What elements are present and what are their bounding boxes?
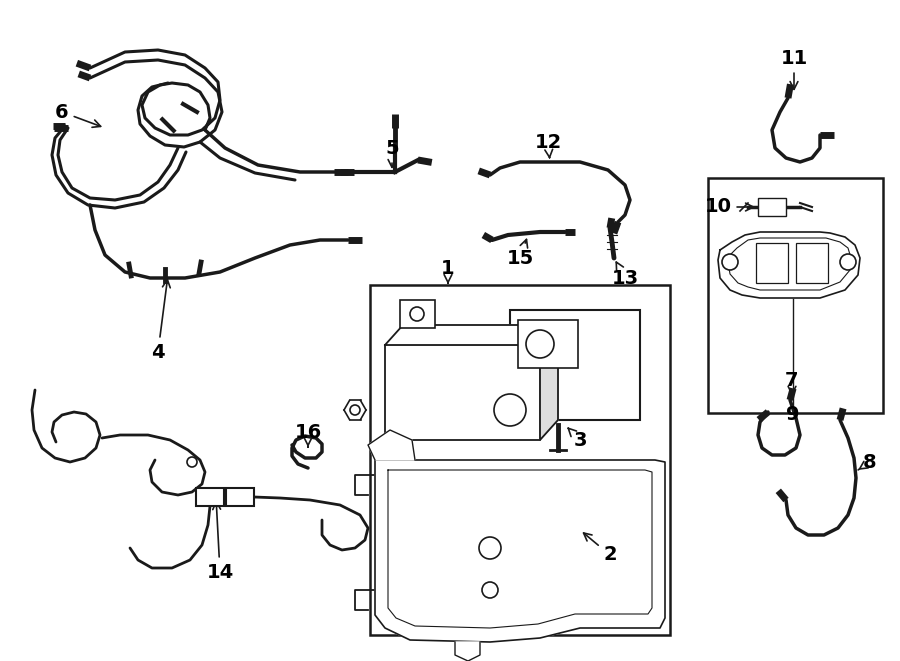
Text: 8: 8 — [858, 453, 877, 471]
Polygon shape — [375, 460, 665, 642]
Text: 2: 2 — [583, 533, 617, 564]
Bar — [400, 300, 435, 328]
Text: 15: 15 — [507, 239, 534, 268]
Bar — [708, 178, 883, 413]
Text: 7: 7 — [785, 371, 799, 395]
Text: 3: 3 — [568, 428, 587, 449]
Bar — [518, 320, 578, 368]
Text: 16: 16 — [294, 422, 321, 447]
Bar — [196, 488, 224, 506]
Polygon shape — [368, 430, 415, 460]
Text: 9: 9 — [787, 405, 800, 424]
Bar — [756, 243, 788, 283]
Text: 6: 6 — [55, 102, 101, 128]
Bar — [796, 243, 828, 283]
Circle shape — [840, 254, 856, 270]
Circle shape — [494, 394, 526, 426]
Circle shape — [479, 537, 501, 559]
Polygon shape — [385, 325, 558, 345]
Circle shape — [350, 405, 360, 415]
Text: 5: 5 — [385, 139, 399, 167]
Circle shape — [482, 582, 498, 598]
Polygon shape — [718, 232, 860, 298]
Circle shape — [722, 254, 738, 270]
Bar — [226, 488, 254, 506]
Text: 10: 10 — [705, 198, 753, 217]
Polygon shape — [540, 325, 558, 440]
Text: 1: 1 — [441, 258, 454, 284]
Bar — [510, 310, 640, 420]
Text: 11: 11 — [780, 48, 807, 89]
Bar — [370, 285, 670, 635]
Bar — [758, 198, 786, 216]
Text: 14: 14 — [206, 502, 234, 582]
Circle shape — [526, 330, 554, 358]
Text: 12: 12 — [535, 132, 562, 158]
Polygon shape — [455, 642, 480, 661]
Bar — [385, 345, 540, 440]
Text: 13: 13 — [611, 262, 639, 288]
Circle shape — [187, 457, 197, 467]
Circle shape — [410, 307, 424, 321]
Text: 4: 4 — [151, 280, 170, 362]
